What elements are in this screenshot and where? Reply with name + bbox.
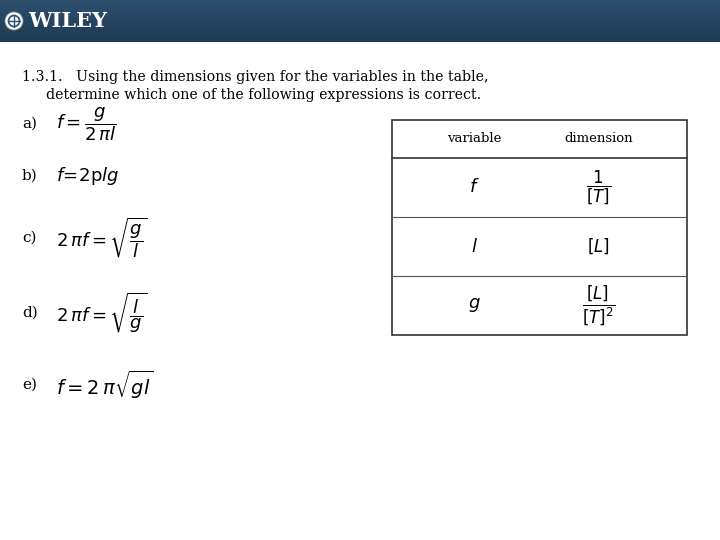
Text: $2\,\pi f = \sqrt{\dfrac{g}{l}}$: $2\,\pi f = \sqrt{\dfrac{g}{l}}$ (56, 216, 148, 260)
Bar (0, 28, 720, 29)
Bar (0, 37, 720, 38)
Bar (0, 35, 720, 36)
Bar (392, 120, 687, 335)
Text: $f = \dfrac{g}{2\,\pi l}$: $f = \dfrac{g}{2\,\pi l}$ (56, 105, 117, 143)
Bar (0, 0, 720, 1)
Bar (0, 16, 720, 17)
Bar (0, 21, 720, 22)
Bar (0, 33, 720, 35)
Bar (0, 25, 720, 26)
Bar (0, 40, 720, 41)
Bar (0, 4, 720, 5)
Bar (0, 38, 720, 39)
Text: dimension: dimension (564, 132, 633, 145)
Text: determine which one of the following expressions is correct.: determine which one of the following exp… (46, 88, 481, 102)
Bar (0, 2, 720, 3)
Circle shape (5, 12, 23, 30)
Bar (0, 20, 720, 21)
Bar (0, 1, 720, 2)
Text: $f\!=\!2\mathrm{p}lg$: $f\!=\!2\mathrm{p}lg$ (56, 165, 120, 187)
Text: $l$: $l$ (471, 238, 478, 255)
Text: $\dfrac{[L]}{[T]^2}$: $\dfrac{[L]}{[T]^2}$ (582, 284, 615, 327)
Bar (0, 3, 720, 4)
Bar (0, 31, 720, 32)
Text: a): a) (22, 117, 37, 131)
Text: b): b) (22, 169, 37, 183)
Bar (0, 10, 720, 11)
Bar (0, 15, 720, 16)
Bar (0, 6, 720, 8)
Bar (0, 12, 720, 14)
Bar (0, 17, 720, 18)
Bar (0, 29, 720, 30)
Bar (0, 41, 720, 42)
Bar (0, 23, 720, 24)
Bar (0, 9, 720, 10)
Text: 1.3.1.   Using the dimensions given for the variables in the table,: 1.3.1. Using the dimensions given for th… (22, 70, 488, 84)
Text: $g$: $g$ (468, 296, 481, 314)
Bar (0, 11, 720, 12)
Bar (0, 26, 720, 28)
Bar (0, 30, 720, 31)
Text: $f = 2\,\pi\sqrt{gl}$: $f = 2\,\pi\sqrt{gl}$ (56, 369, 153, 401)
Bar (0, 39, 720, 40)
Text: variable: variable (447, 132, 502, 145)
Bar (0, 32, 720, 33)
Bar (0, 36, 720, 37)
Bar (0, 8, 720, 9)
Bar (0, 24, 720, 25)
Bar (0, 18, 720, 19)
Bar (0, 22, 720, 23)
Text: $f$: $f$ (469, 179, 480, 197)
Text: $[L]$: $[L]$ (587, 237, 610, 256)
Text: $2\,\pi f = \sqrt{\dfrac{l}{g}}$: $2\,\pi f = \sqrt{\dfrac{l}{g}}$ (56, 291, 148, 335)
Bar (0, 19, 720, 20)
Text: d): d) (22, 306, 37, 320)
Bar (0, 5, 720, 6)
Bar (0, 14, 720, 15)
Text: WILEY: WILEY (28, 11, 107, 31)
Text: c): c) (22, 231, 37, 245)
Text: $\dfrac{1}{[T]}$: $\dfrac{1}{[T]}$ (586, 168, 611, 206)
Text: e): e) (22, 378, 37, 392)
